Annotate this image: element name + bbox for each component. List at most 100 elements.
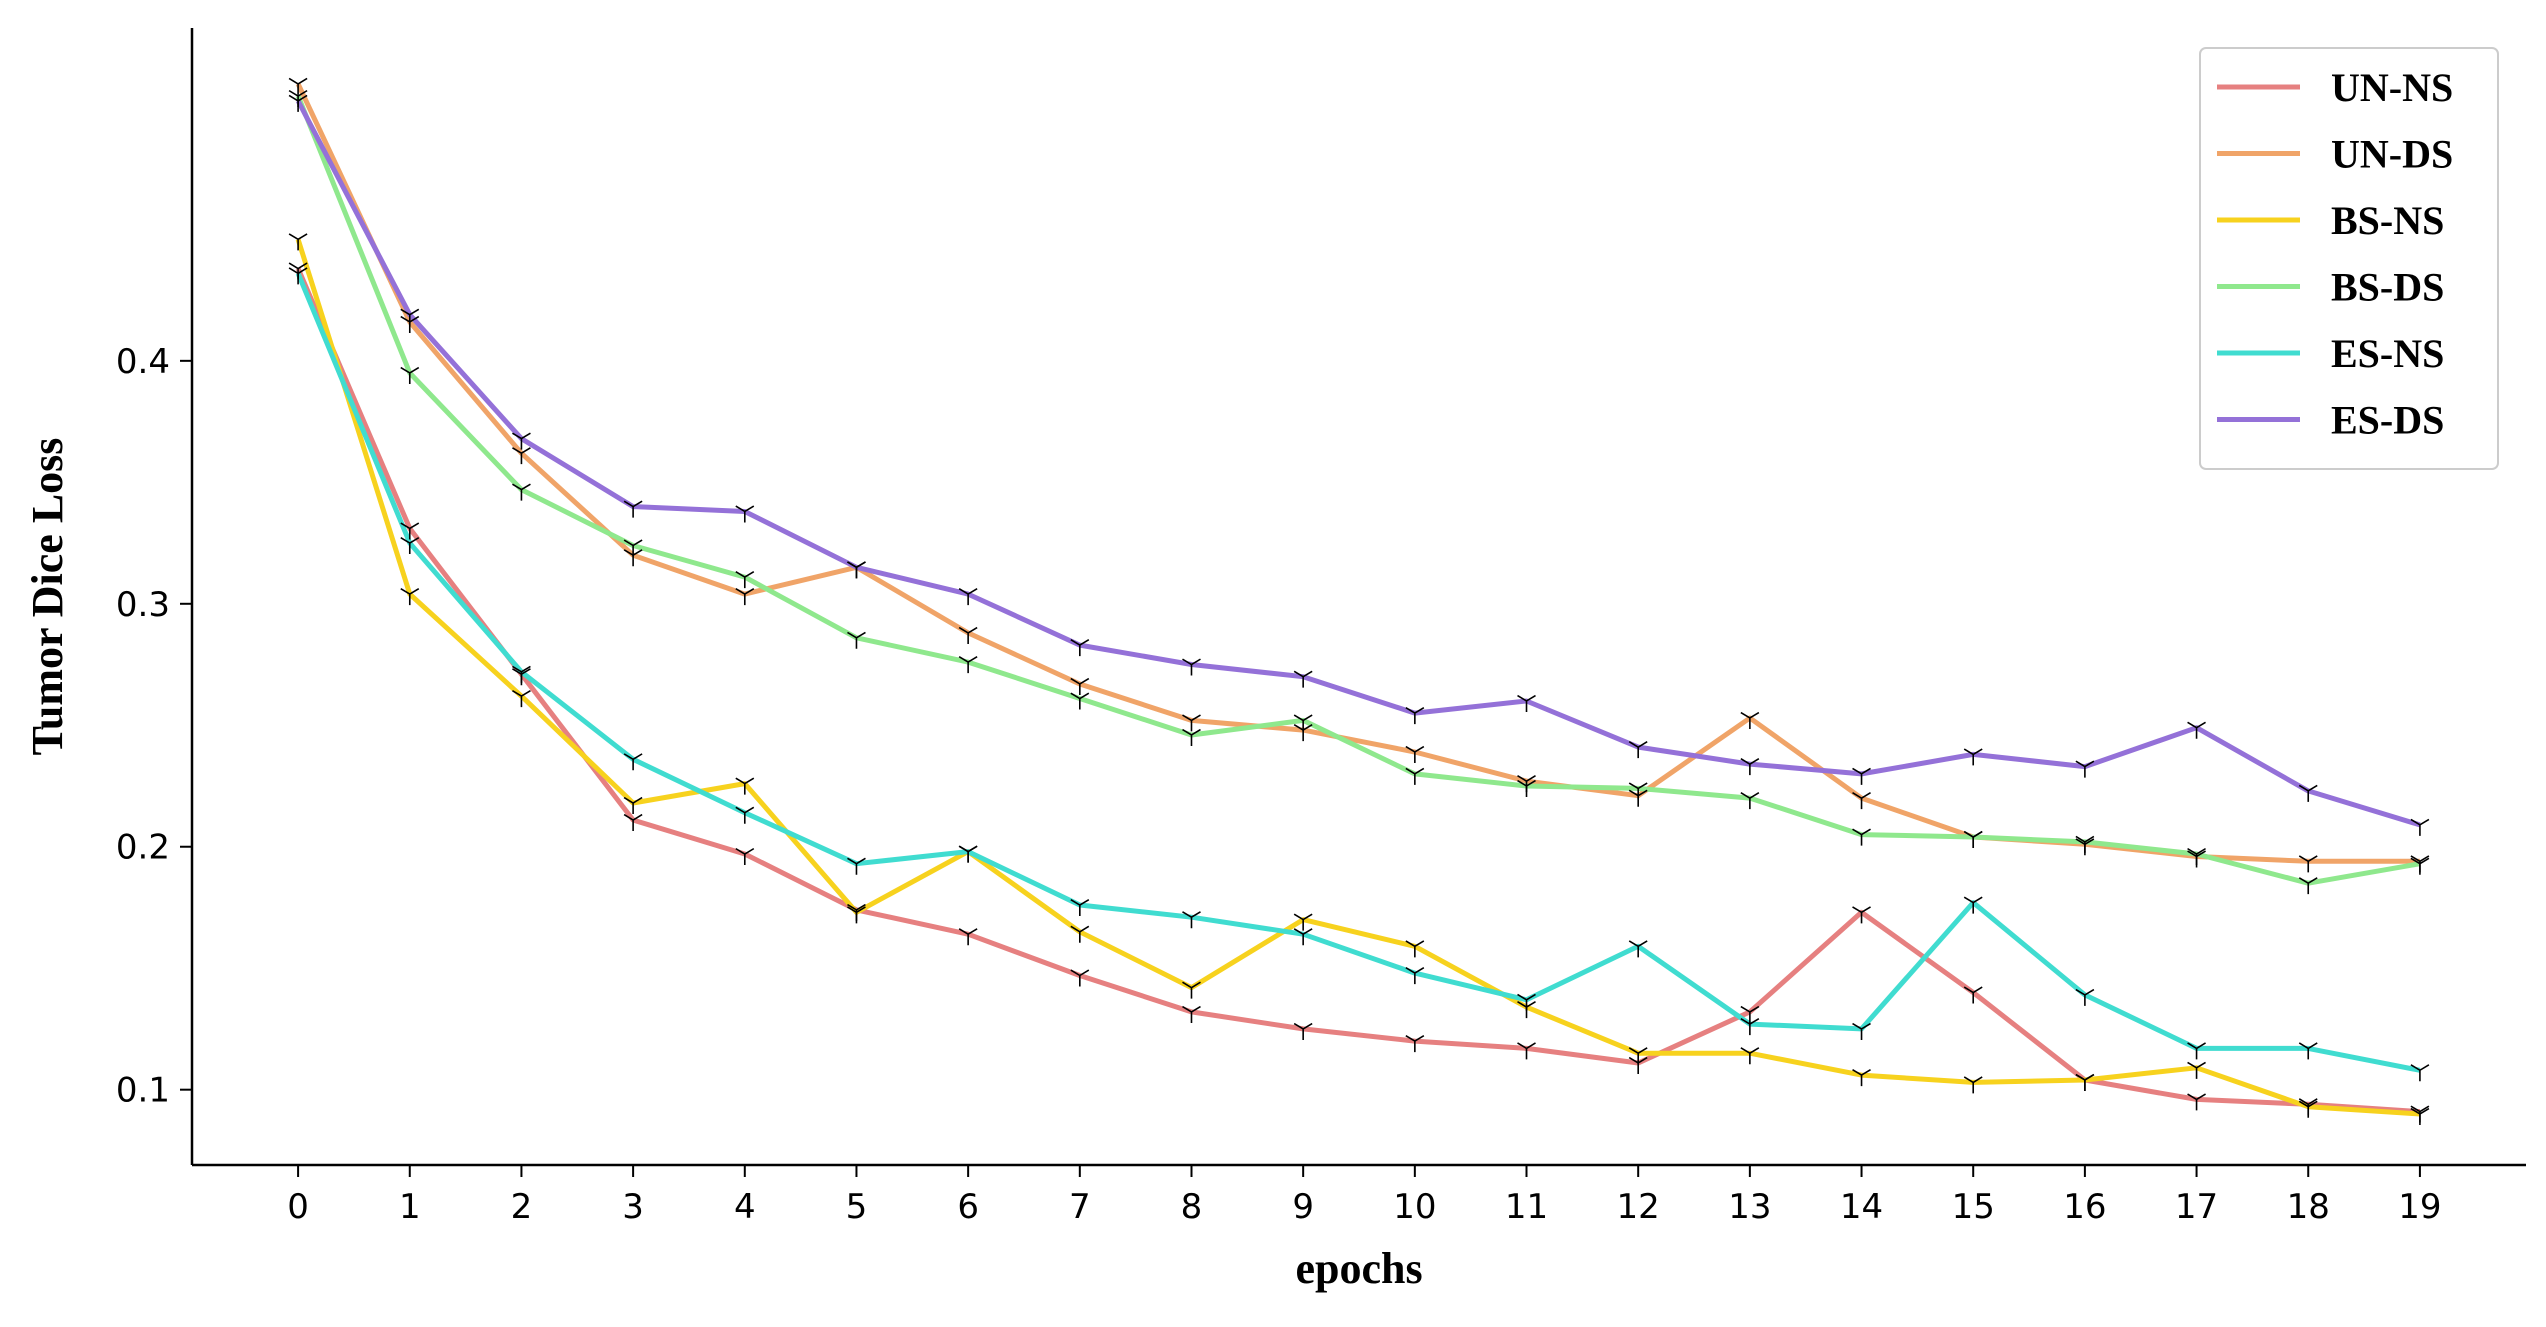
data-point-es-ds [1293,670,1313,688]
data-point-es-ds [512,432,531,450]
data-point-un-ns [958,928,978,946]
data-point-un-ds [1405,745,1425,763]
data-point-es-ds [958,587,978,606]
data-point-es-ds [623,500,643,518]
data-point-bs-ds [1740,792,1760,810]
legend-label-un-ds: UN-DS [2331,132,2453,177]
data-point-es-ds [1628,741,1648,759]
data-point-un-ns [1740,1005,1760,1023]
legend-label-bs-ds: BS-DS [2331,265,2444,310]
data-point-bs-ds [2410,857,2430,875]
x-tick-label: 16 [2063,1187,2106,1227]
data-point-bs-ds [735,570,755,589]
data-point-bs-ds [1963,830,1983,849]
data-point-un-ns [623,813,643,832]
data-point-bs-ns [288,233,308,251]
series-line-bs-ns [295,238,2421,1117]
x-tick-label: 4 [734,1187,756,1227]
data-point-un-ns [1628,1056,1648,1074]
x-tick-label: 7 [1069,1187,1091,1227]
series-line-un-ns [295,267,2421,1115]
legend-label-bs-ns: BS-NS [2331,198,2444,243]
y-tick-label: 0.2 [116,828,170,868]
data-point-es-ns [1405,966,1425,985]
x-tick-label: 3 [622,1187,644,1227]
legend: UN-NS UN-DS BS-NS BS-DS ES-NS ES-DS [2199,47,2499,470]
data-point-bs-ns [2298,1100,2318,1118]
data-point-es-ns [288,267,308,285]
data-point-un-ns [1852,906,1871,924]
x-tick-label: 14 [1840,1187,1883,1227]
data-point-bs-ds [1405,767,1425,785]
series-line-bs-ds [295,95,2421,886]
data-point-es-ds [1517,694,1536,712]
data-point-bs-ns [512,690,531,708]
axes: 0 1 2 3 4 5 6 7 8 9 10 11 12 13 14 15 16 17 18 190.10.20.30… [116,28,2526,1227]
data-point-es-ds [2187,721,2206,739]
x-tick-label: 15 [1952,1187,1995,1227]
data-point-es-ns [2298,1042,2318,1060]
data-point-es-ds [1740,758,1760,776]
y-axis-title: Tumor Dice Loss [23,438,72,756]
data-point-un-ds [1740,711,1760,729]
x-tick-label: 0 [287,1187,309,1227]
data-point-bs-ns [1182,981,1201,999]
data-point-es-ns [1070,898,1090,917]
data-point-es-ds [1852,767,1871,785]
data-point-es-ns [1628,940,1648,958]
data-point-un-ns [2187,1093,2206,1111]
data-point-bs-ds [2075,835,2095,853]
data-point-un-ds [735,587,755,606]
data-point-es-ns [400,536,420,555]
data-point-es-ds [400,308,420,326]
data-point-un-ds [2298,855,2318,873]
data-point-bs-ns [2075,1073,2095,1091]
data-point-es-ns [2187,1042,2206,1060]
data-point-bs-ns [1740,1047,1760,1065]
data-point-es-ns [1182,911,1201,929]
data-point-un-ds [288,77,308,95]
data-point-es-ds [2298,784,2318,802]
data-point-bs-ns [400,587,420,606]
data-point-bs-ds [847,631,866,649]
data-point-bs-ns [847,906,866,924]
plot-area [288,77,2430,1125]
data-point-es-ds [2410,818,2430,836]
data-point-bs-ns [1852,1069,1871,1087]
x-tick-label: 12 [1617,1187,1660,1227]
data-point-es-ds [288,94,308,112]
y-tick-label: 0.4 [116,342,170,382]
data-point-bs-ds [1628,782,1648,800]
data-point-es-ds [1405,707,1425,725]
data-point-bs-ns [735,777,755,795]
series-line-es-ds [295,99,2421,828]
data-point-bs-ds [1182,728,1201,746]
data-point-es-ns [512,665,531,683]
data-point-un-ds [1293,724,1313,742]
data-point-un-ns [1517,1042,1536,1060]
data-point-un-ds [1182,714,1201,732]
data-point-es-ns [847,857,866,875]
data-point-bs-ns [1070,925,1090,943]
data-point-bs-ds [512,483,531,501]
x-tick-label: 10 [1393,1187,1436,1227]
data-point-bs-ns [1405,940,1425,958]
data-point-es-ds [735,505,755,523]
x-tick-label: 9 [1292,1187,1314,1227]
data-point-bs-ds [623,539,643,557]
data-point-un-ds [512,447,531,465]
x-tick-label: 19 [2398,1187,2441,1227]
data-point-un-ns [1963,986,1983,1004]
data-point-es-ns [1740,1018,1760,1036]
x-tick-label: 1 [399,1187,421,1227]
x-tick-label: 17 [2175,1187,2218,1227]
data-point-un-ns [1405,1035,1425,1053]
data-point-bs-ns [2187,1061,2206,1079]
x-axis-title: epochs [1295,1244,1422,1293]
x-tick-label: 13 [1728,1187,1771,1227]
data-point-es-ns [1293,928,1313,946]
data-point-bs-ns [1293,913,1313,931]
legend-label-es-ns: ES-NS [2331,331,2444,376]
legend-label-es-ds: ES-DS [2331,398,2444,443]
